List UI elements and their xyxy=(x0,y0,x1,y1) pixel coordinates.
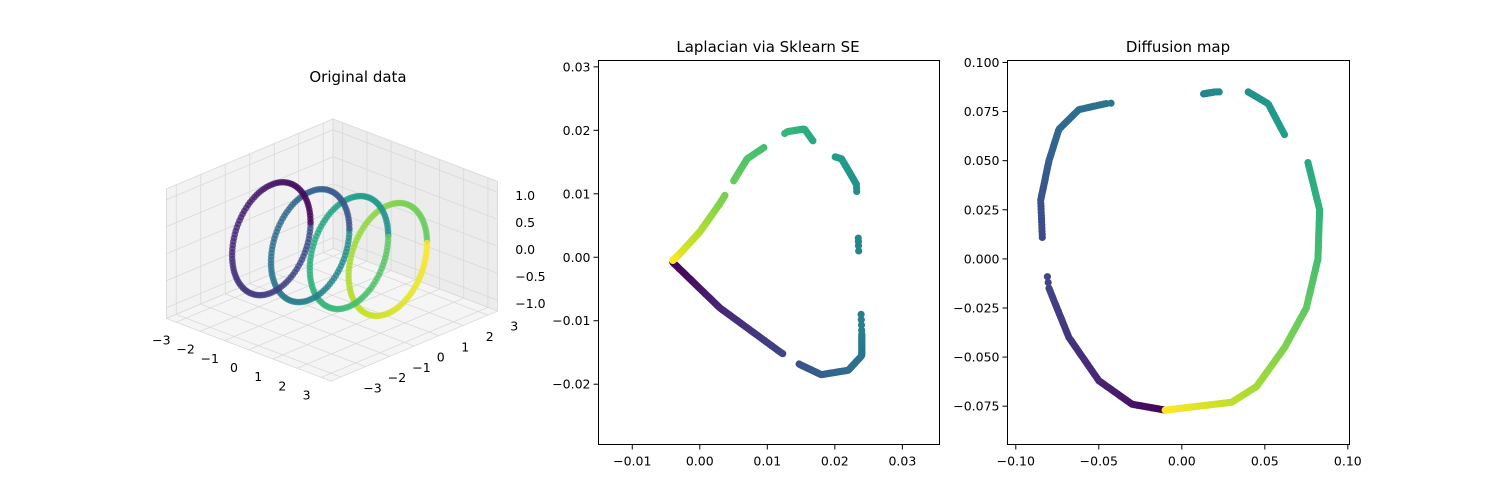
grid-line xyxy=(332,156,498,220)
axes-3d-box xyxy=(165,118,499,382)
z-tick-label-3d: −0.5 xyxy=(515,269,545,284)
diffusion-y-tick-label: −0.075 xyxy=(953,399,999,414)
laplacian-point xyxy=(857,316,865,324)
diffusion-x-tick-label: −0.10 xyxy=(997,454,1035,469)
axis-ticks-diffusion: −0.10 −0.05 0.00 0.05 0.10 −0.075 −0.050 −0.025… xyxy=(953,55,1362,469)
laplacian-point xyxy=(781,129,789,138)
diffusion-point xyxy=(1161,406,1169,414)
laplacian-point xyxy=(857,321,866,329)
laplacian-point xyxy=(854,234,862,242)
diffusion-x-tick-label: 0.10 xyxy=(1334,454,1362,469)
diffusion-point xyxy=(1045,284,1053,292)
z-tick-label-3d: 0.5 xyxy=(515,215,535,230)
grid-line xyxy=(272,288,440,360)
x-tick-label-3d: 1 xyxy=(254,369,262,384)
point-3d xyxy=(346,225,353,232)
y-tick-label-3d: −3 xyxy=(363,381,381,396)
laplacian-point xyxy=(855,247,863,255)
diffusion-y-tick-label: −0.050 xyxy=(953,350,999,365)
laplacian-y-tick-label: 0.02 xyxy=(563,123,591,138)
laplacian-point xyxy=(730,177,738,185)
y-tick-label-3d: 0 xyxy=(437,350,445,365)
chart-title-original: Original data xyxy=(309,68,406,86)
axes-3d-ticks: −3 −2 −1 0 1 2 3 −3 −2 −1 0 1 2 3 −1.0 −0.5 0.0 0.5 1.0 xyxy=(152,188,545,403)
grid-line xyxy=(166,156,334,228)
axis-ticks-laplacian: −0.01 0.00 0.01 0.02 0.03 −0.02 −0.01 0.00 0.01 0… xyxy=(552,59,916,468)
grid-line xyxy=(166,129,334,201)
diffusion-point xyxy=(1043,273,1051,281)
diffusion-y-tick-label: −0.025 xyxy=(953,300,999,315)
laplacian-y-tick-label: 0.03 xyxy=(563,59,591,74)
x-tick-label-3d: −1 xyxy=(201,351,219,366)
axes-frame-diffusion xyxy=(1007,60,1350,445)
panel-diffusion: Diffusion map −0.10 −0.05 0.00 0.05 0.10 −0.0… xyxy=(953,38,1362,469)
diffusion-y-tick-label: 0.050 xyxy=(964,153,1000,168)
diffusion-point xyxy=(1280,131,1289,139)
x-tick-label-3d: 0 xyxy=(230,360,238,375)
chart-title-diffusion: Diffusion map xyxy=(1126,38,1230,56)
grid-line xyxy=(332,129,498,193)
laplacian-x-tick-label: 0.01 xyxy=(753,454,781,469)
laplacian-x-tick-label: −0.01 xyxy=(613,454,651,469)
y-tick-label-3d: 3 xyxy=(510,319,518,334)
panel-original-data: Original data −3 −2 −1 0 1 2 3 −3 −2 −1 0 1 2 3 −1.0 −0… xyxy=(152,68,545,403)
grid-line xyxy=(296,297,464,369)
diffusion-point xyxy=(1215,88,1223,96)
x-tick-label-3d: 2 xyxy=(278,378,286,393)
laplacian-x-tick-label: 0.00 xyxy=(686,454,714,469)
laplacian-point xyxy=(858,326,866,334)
diffusion-y-tick-label: 0.100 xyxy=(964,55,1000,70)
scatter-points-3d xyxy=(228,178,431,320)
diffusion-point xyxy=(1044,278,1052,287)
chart-title-laplacian: Laplacian via Sklearn SE xyxy=(676,38,859,56)
grid-line xyxy=(298,262,464,326)
z-tick-label-3d: 1.0 xyxy=(515,188,535,203)
laplacian-y-tick-label: 0.00 xyxy=(563,250,591,265)
diffusion-y-tick-label: 0.025 xyxy=(964,202,1000,217)
diffusion-x-tick-label: 0.05 xyxy=(1251,454,1279,469)
laplacian-point xyxy=(779,350,787,358)
laplacian-y-tick-label: −0.02 xyxy=(552,377,590,392)
laplacian-y-tick-label: −0.01 xyxy=(552,313,590,328)
scatter-points-diffusion xyxy=(1037,88,1324,414)
diffusion-x-tick-label: 0.00 xyxy=(1168,454,1196,469)
scatter-points-laplacian xyxy=(669,125,866,379)
point-3d xyxy=(307,218,314,226)
y-tick-label-3d: 1 xyxy=(461,339,469,354)
diffusion-point xyxy=(1107,99,1115,107)
x-tick-label-3d: −2 xyxy=(176,342,194,357)
y-tick-label-3d: 2 xyxy=(486,329,494,344)
diffusion-x-tick-label: −0.05 xyxy=(1080,454,1118,469)
z-tick-label-3d: 0.0 xyxy=(515,242,535,257)
panel-laplacian: Laplacian via Sklearn SE −0.01 0.00 0.01 0.… xyxy=(552,38,940,469)
laplacian-x-tick-label: 0.03 xyxy=(888,454,916,469)
axes-frame-laplacian xyxy=(598,60,940,445)
x-tick-label-3d: 3 xyxy=(303,388,311,403)
y-tick-label-3d: −1 xyxy=(412,360,430,375)
point-3d xyxy=(384,233,392,241)
grid-line xyxy=(321,307,489,378)
grid-line xyxy=(332,210,498,274)
laplacian-x-tick-label: 0.02 xyxy=(821,454,849,469)
laplacian-point xyxy=(857,310,865,318)
x-tick-label-3d: −3 xyxy=(152,332,170,347)
diffusion-y-tick-label: 0.000 xyxy=(964,251,1000,266)
diffusion-y-tick-label: 0.075 xyxy=(964,104,1000,119)
laplacian-point xyxy=(831,153,839,161)
point-3d xyxy=(423,239,431,247)
y-tick-label-3d: −2 xyxy=(388,370,406,385)
laplacian-y-tick-label: 0.01 xyxy=(563,186,591,201)
grid-line xyxy=(166,210,334,282)
z-tick-label-3d: −1.0 xyxy=(515,296,545,311)
laplacian-point xyxy=(669,256,677,264)
grid-line xyxy=(332,237,498,301)
